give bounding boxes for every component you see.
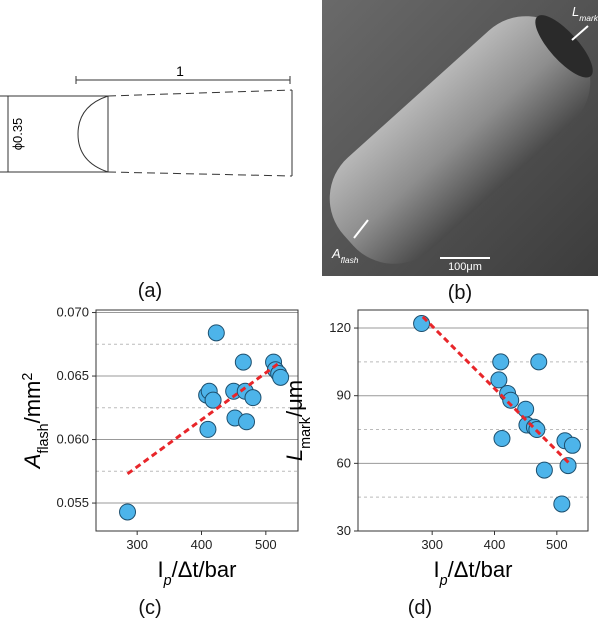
x-tick-label: 500	[546, 537, 568, 552]
caption: (b)	[448, 282, 472, 304]
point	[535, 461, 553, 479]
label-part: p	[439, 573, 448, 589]
scale-label: 100μm	[448, 261, 482, 273]
point	[413, 315, 431, 333]
length-label: 1	[176, 63, 184, 79]
point	[502, 391, 520, 409]
caption: (c)	[138, 597, 161, 619]
point	[493, 430, 511, 448]
y-tick-label: 0.070	[56, 305, 89, 320]
x-tick-label: 400	[191, 537, 213, 552]
point	[517, 400, 535, 418]
label-part: flash	[36, 423, 52, 453]
y-axis-label: Aflash/mm2	[20, 373, 52, 471]
point	[204, 391, 222, 409]
label-part: A	[20, 454, 45, 471]
label-part: p	[163, 573, 172, 589]
x-tick-label: 300	[421, 537, 443, 552]
point	[563, 436, 581, 454]
point	[244, 389, 262, 407]
diameter-label: ϕ0.35	[10, 118, 25, 151]
point	[530, 353, 548, 371]
label-part: L	[282, 449, 307, 461]
flash-label: Aflash	[331, 246, 359, 265]
plot-frame	[95, 309, 299, 532]
label-part: flash	[341, 255, 359, 265]
label-part: /μm	[282, 380, 307, 417]
label-part: A	[331, 246, 341, 261]
x-tick-label: 400	[484, 537, 506, 552]
label-part: I	[434, 557, 440, 582]
y-tick-label: 60	[337, 455, 351, 470]
caption: (a)	[138, 280, 162, 302]
point	[119, 503, 137, 521]
trend-line	[421, 315, 571, 465]
plot-frame	[357, 309, 589, 532]
x-axis-label: Ip/Δt/bar	[434, 557, 513, 589]
caption: (d)	[408, 597, 432, 619]
label-part: mark	[298, 416, 314, 449]
point	[559, 457, 577, 475]
label-part: I	[158, 557, 164, 582]
y-tick-label: 90	[337, 388, 351, 403]
label-part: 2	[20, 373, 36, 381]
y-tick-label: 30	[337, 523, 351, 538]
x-axis-label: Ip/Δt/bar	[158, 557, 237, 589]
x-tick-label: 300	[126, 537, 148, 552]
technical-drawing	[0, 76, 293, 177]
y-tick-label: 0.065	[56, 368, 89, 383]
trend-line	[126, 362, 280, 476]
point	[492, 353, 510, 371]
y-axis-label: Lmark/μm	[282, 380, 314, 461]
point	[207, 324, 225, 342]
y-tick-label: 0.055	[56, 495, 89, 510]
point	[553, 495, 571, 513]
label-part: L	[572, 4, 579, 19]
label-part: /mm	[20, 381, 45, 424]
sem-image	[322, 0, 598, 276]
y-tick-label: 0.060	[56, 432, 89, 447]
point	[272, 368, 290, 386]
label-part: mark	[579, 13, 599, 23]
mark-label: Lmark	[572, 4, 599, 23]
x-tick-label: 500	[255, 537, 277, 552]
y-tick-label: 120	[329, 320, 351, 335]
point	[234, 353, 252, 371]
point	[199, 420, 217, 438]
label-part: /Δt/bar	[448, 557, 513, 582]
point	[490, 371, 508, 389]
label-part: /Δt/bar	[172, 557, 237, 582]
point	[238, 413, 256, 431]
